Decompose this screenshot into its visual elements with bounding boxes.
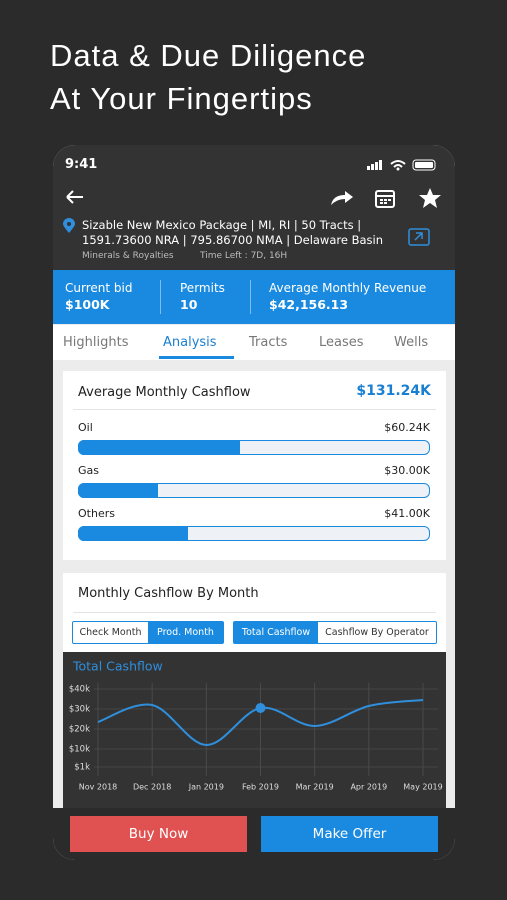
bar-value: $30.00K xyxy=(384,464,430,477)
time-left: Time Left : 7D, 16H xyxy=(200,251,288,261)
listing-title: Sizable New Mexico Package | MI, RI | 50… xyxy=(82,218,362,232)
x-tick-label: Nov 2018 xyxy=(79,783,118,792)
make-offer-button[interactable]: Make Offer xyxy=(261,816,438,852)
chart-title: Total Cashflow xyxy=(72,659,163,674)
toggle-option[interactable]: Check Month xyxy=(79,627,142,638)
y-tick-label: $1k xyxy=(74,763,90,773)
y-tick-label: $30k xyxy=(69,705,90,715)
phone: 9:41 Sizable New Mexico Package | MI, RI… xyxy=(53,145,455,860)
bar-label: Gas xyxy=(78,464,99,477)
stat-label: Current bid xyxy=(65,281,133,295)
highlight-point xyxy=(255,703,266,713)
card-title: Average Monthly Cashflow xyxy=(78,385,251,400)
tab[interactable]: Analysis xyxy=(163,335,217,350)
status-time: 9:41 xyxy=(65,157,98,172)
divider xyxy=(73,612,436,613)
x-tick-label: Jan 2019 xyxy=(188,783,224,792)
headline: At Your Fingertips xyxy=(50,81,313,116)
y-tick-label: $10k xyxy=(69,745,90,755)
y-tick-label: $40k xyxy=(69,685,90,695)
x-tick-label: Mar 2019 xyxy=(296,783,334,792)
stat-value: $42,156.13 xyxy=(269,297,349,312)
x-tick-label: Dec 2018 xyxy=(133,783,171,792)
cashflow-total: $131.24K xyxy=(356,383,431,399)
tab[interactable]: Highlights xyxy=(63,335,129,350)
x-tick-label: May 2019 xyxy=(403,783,442,792)
status-icons xyxy=(367,159,436,171)
cashflow-chart: Total Cashflow $40k $30k $20k $10k $1k Nov 20… xyxy=(63,652,446,808)
buy-now-button[interactable]: Buy Now xyxy=(70,816,247,852)
bar-label: Oil xyxy=(78,421,93,434)
favorite-button[interactable] xyxy=(419,188,441,208)
pin-icon xyxy=(63,218,75,233)
back-button[interactable] xyxy=(66,190,83,204)
calendar-button[interactable] xyxy=(375,190,395,208)
stat-label: Average Monthly Revenue xyxy=(269,281,427,295)
tab[interactable]: Leases xyxy=(319,335,364,350)
stats-band xyxy=(53,270,455,324)
stat-value: $100K xyxy=(65,297,110,312)
bar-fill xyxy=(78,526,188,541)
tab-indicator xyxy=(159,356,234,359)
divider xyxy=(73,409,436,410)
listing-title: 1591.73600 NRA | 795.86700 NMA | Delawar… xyxy=(82,233,384,247)
divider xyxy=(160,280,161,314)
toggle-option[interactable]: Prod. Month xyxy=(148,622,223,643)
nav-icons xyxy=(66,188,441,208)
collapse-button[interactable] xyxy=(408,228,430,246)
stat-label: Permits xyxy=(180,281,225,295)
bar-fill xyxy=(78,440,240,455)
toggle-option[interactable]: Cashflow By Operator xyxy=(325,627,429,638)
y-tick-label: $20k xyxy=(69,725,90,735)
headline: Data & Due Diligence xyxy=(50,38,367,73)
tab[interactable]: Wells xyxy=(394,335,429,350)
bar-value: $41.00K xyxy=(384,507,430,520)
bar-fill xyxy=(78,483,159,498)
share-button[interactable] xyxy=(331,191,353,205)
view-toggle: Total Cashflow Cashflow By Operator xyxy=(233,621,437,644)
bar-value: $60.24K xyxy=(384,421,430,434)
card-title: Monthly Cashflow By Month xyxy=(78,586,259,601)
bar-label: Others xyxy=(78,507,115,520)
listing-category: Minerals & Royalties xyxy=(82,251,174,261)
x-tick-label: Apr 2019 xyxy=(350,783,387,792)
stat-value: 10 xyxy=(180,297,198,312)
divider xyxy=(250,280,251,314)
month-toggle: Check Month Prod. Month xyxy=(72,621,224,644)
tab-bar xyxy=(53,325,455,360)
tab[interactable]: Tracts xyxy=(249,335,288,350)
x-tick-label: Feb 2019 xyxy=(242,783,279,792)
toggle-option[interactable]: Total Cashflow xyxy=(234,622,318,643)
